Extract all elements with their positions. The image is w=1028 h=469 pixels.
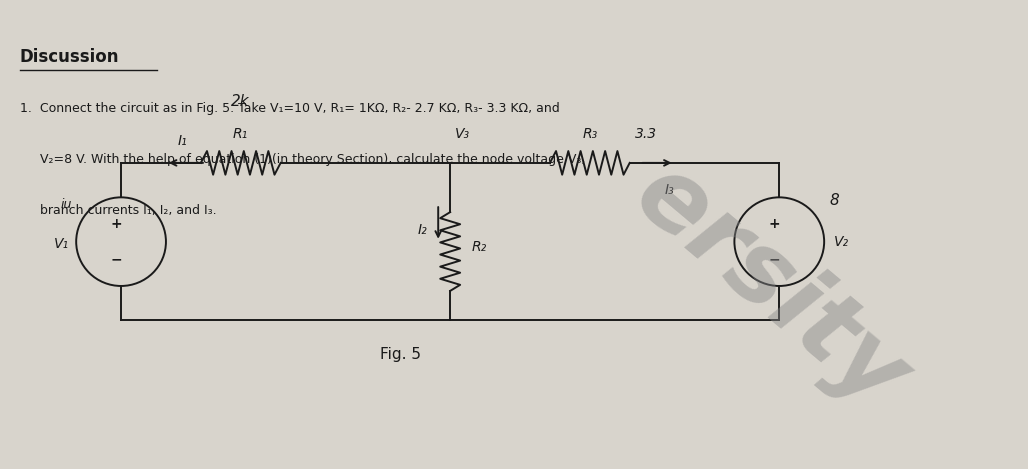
Text: +: +	[110, 217, 122, 231]
Text: 2k: 2k	[231, 94, 250, 109]
Text: R₂: R₂	[472, 240, 487, 254]
Text: Discussion: Discussion	[20, 48, 119, 66]
Text: R₁: R₁	[233, 127, 249, 141]
Text: 3.3: 3.3	[634, 127, 657, 141]
Text: 1.  Connect the circuit as in Fig. 5. Take V₁=10 V, R₁= 1KΩ, R₂- 2.7 KΩ, R₃- 3.3: 1. Connect the circuit as in Fig. 5. Tak…	[20, 101, 559, 114]
Text: Fig. 5: Fig. 5	[379, 348, 420, 363]
Text: V₁: V₁	[53, 237, 69, 250]
Text: ersity: ersity	[615, 146, 926, 429]
Text: branch currents I₁, I₂, and I₃.: branch currents I₁, I₂, and I₃.	[20, 204, 217, 217]
Text: I₁: I₁	[178, 134, 188, 148]
Text: I₂: I₂	[417, 223, 427, 237]
Text: V₂: V₂	[834, 234, 849, 249]
Text: +: +	[769, 217, 780, 231]
Text: −: −	[110, 252, 122, 266]
Text: R₃: R₃	[582, 127, 597, 141]
Text: V₂=8 V. With the help of equation (1)(in theory Section), calculate the node vol: V₂=8 V. With the help of equation (1)(in…	[20, 153, 585, 166]
Text: −: −	[769, 252, 780, 266]
Text: I₃: I₃	[665, 182, 674, 197]
Text: V₃: V₃	[454, 127, 470, 141]
Text: iu: iu	[61, 198, 72, 211]
Text: 8: 8	[830, 193, 839, 208]
